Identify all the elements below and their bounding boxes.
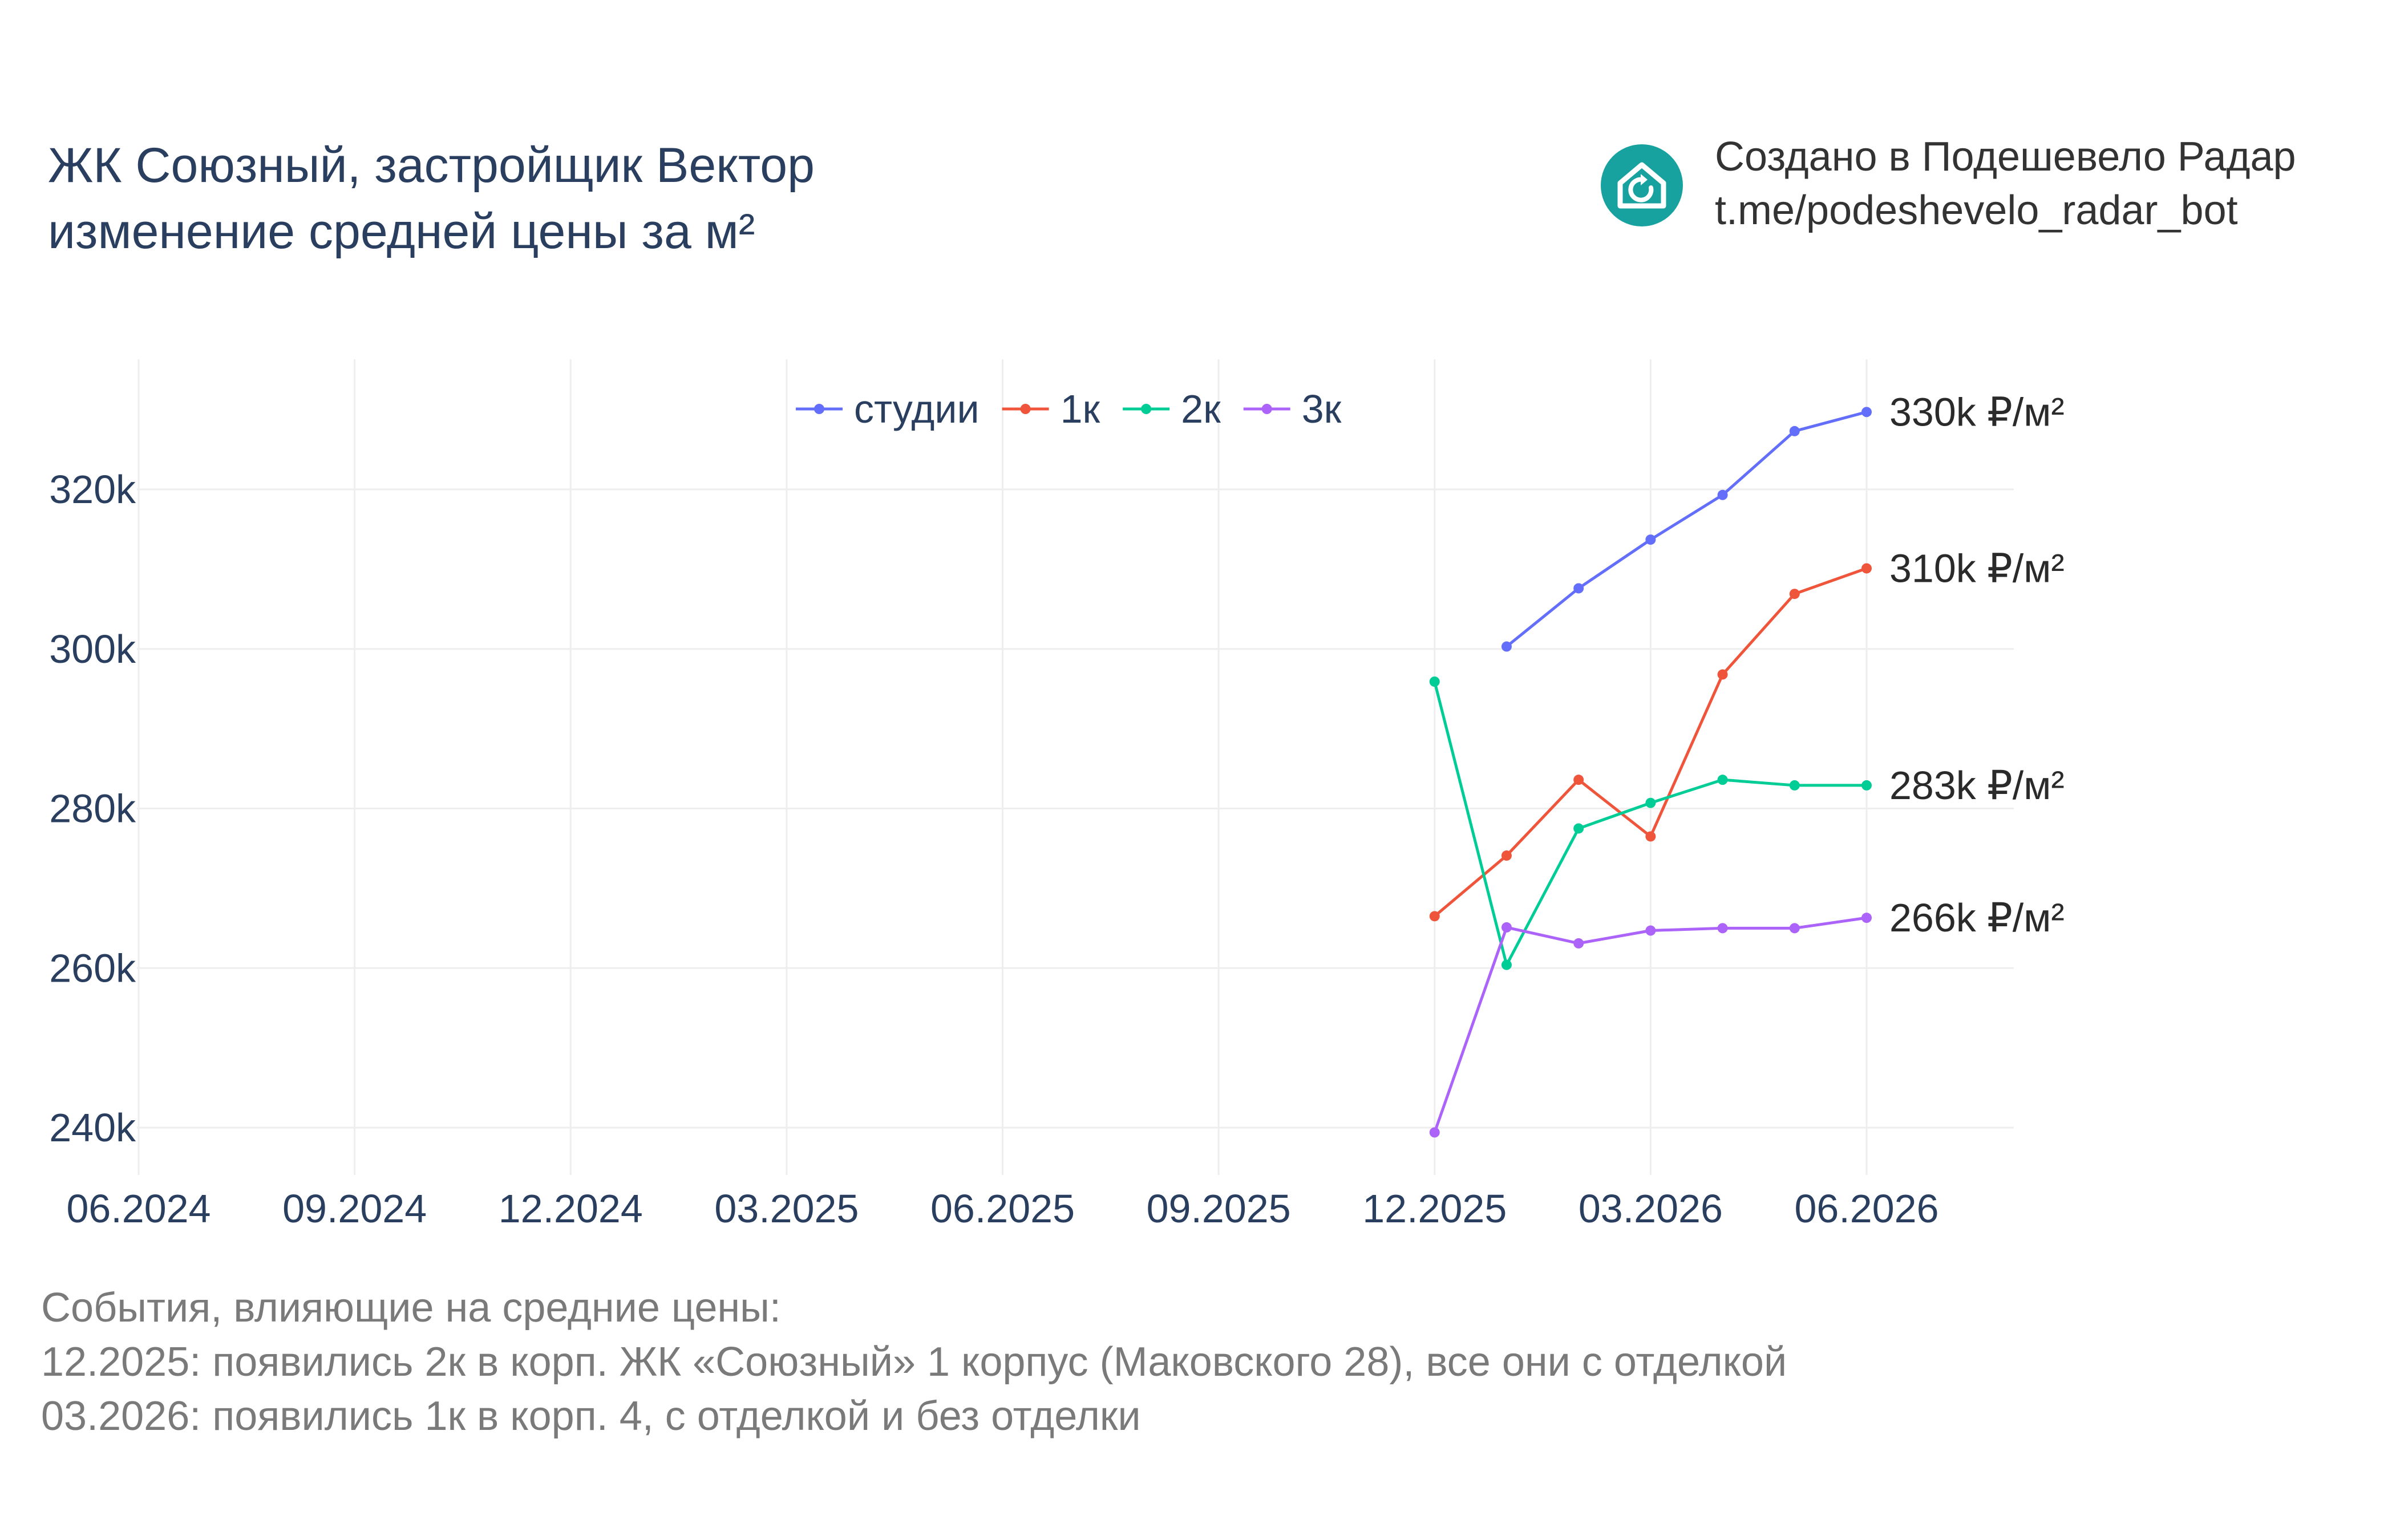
data-point — [1861, 913, 1872, 923]
x-tick-label: 03.2025 — [714, 1186, 859, 1231]
data-point — [1717, 775, 1728, 785]
data-point — [1717, 923, 1728, 934]
axis-ticks: 06.2024 09.2024 12.2024 03.2025 06.2025 09.20… — [49, 467, 1938, 1231]
data-point — [1429, 911, 1440, 922]
end-value-label: 330k ₽/м² — [1889, 390, 2065, 434]
data-point — [1573, 938, 1584, 949]
end-value-label: 310k ₽/м² — [1889, 546, 2065, 590]
end-value-label: 266k ₽/м² — [1889, 895, 2065, 940]
brand-link[interactable]: t.me/podeshevelo_radar_bot — [1715, 188, 2238, 233]
data-point — [1501, 922, 1512, 933]
data-point — [1645, 831, 1656, 842]
data-point — [1645, 534, 1656, 545]
title-line-2: изменение средней цены за м² — [48, 204, 755, 259]
data-point — [1645, 797, 1656, 808]
series-lines — [1429, 407, 1872, 1138]
events-note: События, влияющие на средние цены: 12.20… — [41, 1281, 1787, 1444]
x-tick-label: 12.2024 — [499, 1186, 643, 1231]
x-tick-label: 06.2025 — [930, 1186, 1075, 1231]
grid-lines — [137, 359, 2014, 1175]
end-value-label: 283k ₽/м² — [1889, 763, 2065, 808]
y-tick-label: 260k — [49, 946, 136, 990]
title-line-1: ЖК Союзный, застройщик Вектор — [48, 138, 815, 193]
data-point — [1861, 407, 1872, 418]
data-point — [1789, 780, 1800, 791]
legend-item-0[interactable]: студии — [854, 387, 980, 431]
x-tick-label: 09.2025 — [1147, 1186, 1291, 1231]
end-labels: 330k ₽/м² 310k ₽/м² 283k ₽/м² 266k ₽/м² — [1889, 390, 2065, 940]
data-point — [1789, 425, 1800, 436]
brand-credit: Создано в Подешевело Радар t.me/podeshev… — [1715, 130, 2296, 237]
x-tick-label: 06.2026 — [1794, 1186, 1938, 1231]
x-tick-label: 09.2024 — [282, 1186, 427, 1231]
y-tick-label: 320k — [49, 467, 136, 512]
data-point — [1573, 775, 1584, 785]
data-point — [1501, 641, 1512, 652]
brand-line-1: Создано в Подешевело Радар — [1715, 134, 2296, 180]
legend-item-2[interactable]: 2к — [1181, 387, 1221, 431]
y-tick-label: 240k — [49, 1105, 136, 1150]
data-point — [1501, 850, 1512, 861]
y-tick-label: 300k — [49, 627, 136, 671]
legend-item-3[interactable]: 3к — [1302, 387, 1342, 431]
legend-swatch-point — [1020, 404, 1031, 414]
data-point — [1717, 669, 1728, 680]
series-line-0 — [1505, 410, 1867, 648]
legend-swatch-point — [814, 404, 824, 414]
data-point — [1717, 489, 1728, 500]
data-point — [1573, 823, 1584, 834]
legend-swatch-point — [1261, 404, 1272, 414]
x-tick-label: 03.2026 — [1579, 1186, 1723, 1231]
x-tick-label: 12.2025 — [1362, 1186, 1507, 1231]
data-point — [1645, 925, 1656, 936]
events-heading: События, влияющие на средние цены: — [41, 1285, 781, 1331]
legend: студии 1к 2к 3к — [796, 387, 1342, 431]
data-point — [1789, 923, 1800, 934]
event-item-2: 03.2026: появились 1к в корп. 4, с отдел… — [41, 1393, 1141, 1439]
chart-title: ЖК Союзный, застройщик Вектор изменение … — [48, 132, 815, 265]
data-point — [1861, 780, 1872, 791]
x-tick-label: 06.2024 — [66, 1186, 211, 1231]
legend-swatch-point — [1141, 404, 1152, 414]
data-point — [1861, 563, 1872, 574]
legend-item-1[interactable]: 1к — [1061, 387, 1100, 431]
data-point — [1501, 959, 1512, 970]
data-point — [1789, 589, 1800, 599]
house-refresh-icon — [1601, 144, 1683, 226]
data-point — [1429, 676, 1440, 687]
event-item-1: 12.2025: появились 2к в корп. ЖК «Союзны… — [41, 1339, 1787, 1385]
data-point — [1573, 583, 1584, 594]
y-tick-label: 280k — [49, 787, 136, 831]
data-point — [1429, 1127, 1440, 1138]
